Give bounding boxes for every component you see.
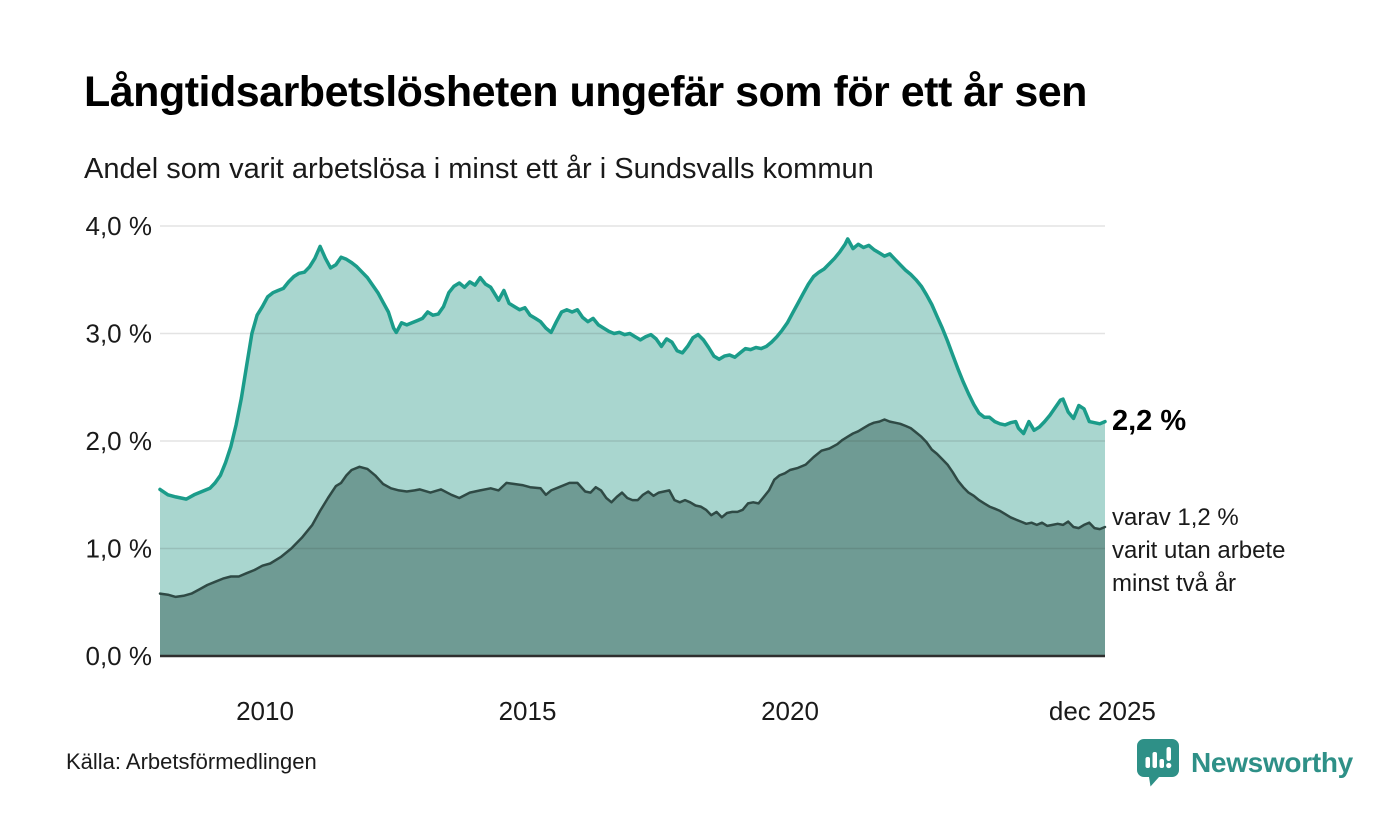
chart-subtitle: Andel som varit arbetslösa i minst ett å… bbox=[84, 153, 874, 185]
secondary-series-annotation: varav 1,2 % varit utan arbete minst två … bbox=[1112, 501, 1285, 600]
page-title: Långtidsarbetslösheten ungefär som för e… bbox=[84, 68, 1087, 116]
x-tick-label: 2010 bbox=[236, 696, 294, 726]
area-line-oneyear bbox=[158, 237, 1107, 501]
x-tick-label: dec 2025 bbox=[1049, 696, 1156, 726]
y-tick-label: 0,0 % bbox=[86, 641, 153, 671]
annotation-line: varit utan arbete bbox=[1112, 537, 1286, 564]
newsworthy-logo-icon bbox=[1137, 739, 1179, 787]
newsworthy-logo: Newsworthy bbox=[1136, 738, 1353, 788]
y-axis-labels: 0,0 % 1,0 % 2,0 % 3,0 % 4,0 % bbox=[86, 211, 153, 671]
source-label: Källa: Arbetsförmedlingen bbox=[66, 749, 317, 774]
y-tick-label: 1,0 % bbox=[86, 534, 153, 564]
area-fill-twoyear bbox=[160, 419, 1105, 656]
logo-bar-icon bbox=[1152, 752, 1157, 768]
series-end-value-label: 2,2 % bbox=[1112, 405, 1187, 437]
logo-exclamation-icon bbox=[1166, 747, 1171, 761]
logo-bar-icon bbox=[1145, 757, 1150, 768]
logo-bar-icon bbox=[1159, 759, 1164, 768]
y-tick-label: 3,0 % bbox=[86, 319, 153, 349]
x-tick-label: 2020 bbox=[761, 696, 819, 726]
annotation-line: varav 1,2 % bbox=[1112, 504, 1239, 531]
x-axis-labels: 2010 2015 2020 dec 2025 bbox=[236, 696, 1156, 726]
annotation-line: minst två år bbox=[1112, 570, 1237, 597]
y-tick-label: 2,0 % bbox=[86, 426, 153, 456]
area-line-twoyear bbox=[158, 418, 1107, 599]
series-lines bbox=[158, 237, 1107, 599]
logo-exclamation-dot-icon bbox=[1166, 762, 1172, 769]
newsworthy-logo-text: Newsworthy bbox=[1191, 747, 1353, 778]
area-fills bbox=[160, 238, 1105, 656]
x-tick-label: 2015 bbox=[499, 696, 557, 726]
y-tick-label: 4,0 % bbox=[86, 211, 153, 241]
